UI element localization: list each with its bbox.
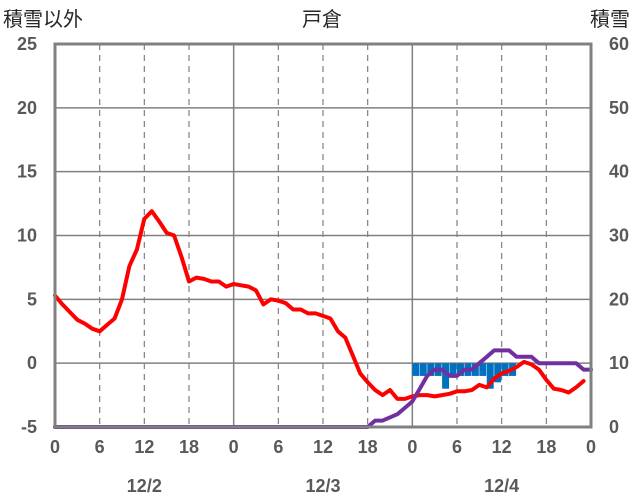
x-tick-label: 0: [50, 437, 60, 457]
x-tick-label: 12: [313, 437, 333, 457]
y-tick-right: 30: [609, 226, 629, 246]
precipitation-bar: [449, 363, 457, 376]
precipitation-bar: [412, 363, 420, 376]
x-tick-label: 6: [95, 437, 105, 457]
y-tick-right: 50: [609, 98, 629, 118]
x-tick-label: 6: [452, 437, 462, 457]
y-tick-left: 15: [17, 162, 37, 182]
precipitation-bar: [501, 363, 509, 376]
x-tick-label: 0: [586, 437, 596, 457]
precipitation-bar: [419, 363, 427, 376]
date-label: 12/2: [127, 476, 162, 496]
tick-labels: -5 0 5 10 15 20 25 0 10 20 30 40 50 60 0 6 12 18 0 6 12 18 0 6 1…: [17, 34, 629, 496]
precipitation-bar: [457, 363, 464, 376]
y-tick-left: -5: [21, 417, 37, 437]
y-tick-left: 25: [17, 34, 37, 54]
precipitation-bar: [479, 363, 487, 376]
chart-title: 戸倉: [302, 8, 342, 31]
plot-frame: [53, 42, 593, 429]
temperature-line: [53, 209, 586, 401]
date-label: 12/3: [305, 476, 340, 496]
y-tick-left: 0: [27, 353, 37, 373]
precipitation-bar: [486, 363, 494, 389]
x-tick-label: 12: [134, 437, 154, 457]
precipitation-bar: [427, 363, 435, 376]
x-tick-label: 18: [536, 437, 556, 457]
y-tick-right: 40: [609, 162, 629, 182]
precipitation-bar: [471, 363, 479, 376]
precipitation-bar: [494, 363, 502, 383]
x-tick-label: 18: [358, 437, 378, 457]
date-label: 12/4: [484, 476, 519, 496]
precipitation-bar: [442, 363, 450, 389]
x-tick-label: 6: [273, 437, 283, 457]
series-lines: [53, 209, 593, 429]
x-tick-label: 12: [492, 437, 512, 457]
y-tick-right: 10: [609, 353, 629, 373]
right-axis-header: 積雪: [590, 8, 630, 31]
x-tick-label: 18: [179, 437, 199, 457]
y-tick-right: 60: [609, 34, 629, 54]
y-tick-left: 5: [27, 289, 37, 309]
snow-depth-line: [53, 348, 593, 429]
y-tick-right: 0: [609, 417, 619, 437]
left-axis-header: 積雪以外: [3, 8, 83, 31]
y-tick-left: 20: [17, 98, 37, 118]
x-tick-label: 0: [407, 437, 417, 457]
y-tick-right: 20: [609, 289, 629, 309]
x-tick-label: 0: [229, 437, 239, 457]
y-tick-left: 10: [17, 226, 37, 246]
